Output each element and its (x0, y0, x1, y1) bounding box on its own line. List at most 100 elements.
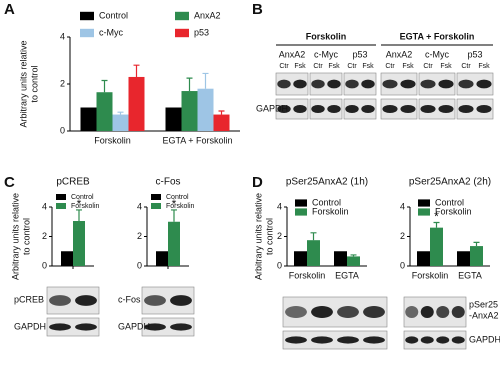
blot-band (327, 79, 341, 89)
blot (456, 72, 494, 96)
legend-label: Forskolin (312, 206, 349, 216)
legend-swatch (56, 194, 66, 200)
blot-band (451, 336, 465, 344)
blot-band (361, 105, 375, 113)
blot-band (75, 295, 97, 306)
bar (61, 251, 73, 266)
blot (418, 72, 456, 96)
bar (156, 251, 168, 266)
blot-band (400, 79, 416, 89)
x-tick-label: Forskolin (412, 270, 449, 280)
loading-label: GAPDH (469, 334, 500, 344)
legend-swatch (418, 208, 430, 216)
protein-label: c-Myc (314, 49, 338, 59)
error-bar (133, 64, 140, 77)
error-bar (310, 232, 317, 241)
y-axis-label: Arbitrary units relative (253, 193, 263, 280)
y-axis-label: to control (29, 65, 39, 102)
blot-band (75, 323, 97, 331)
x-tick-label: Forskolin (289, 270, 326, 280)
y-tick-label: 2 (60, 78, 65, 88)
blot (403, 330, 467, 350)
legend-label: Control (435, 197, 464, 207)
blot-band (311, 105, 325, 113)
blot (418, 98, 456, 120)
protein-label: AnxA2 (279, 49, 306, 59)
legend-swatch (80, 28, 94, 38)
error-bar (76, 209, 82, 222)
legend-swatch (175, 28, 189, 38)
blot-band (458, 105, 474, 113)
legend-label: Forskolin (435, 206, 472, 216)
blot-band (49, 323, 71, 331)
bar (197, 88, 214, 131)
legend-swatch (418, 199, 430, 207)
loading-label: GAPDH (118, 321, 150, 331)
significance-star: * (434, 210, 439, 224)
bar (168, 221, 180, 266)
blot-band (277, 105, 291, 113)
error-bar (218, 110, 225, 115)
y-tick-label: 2 (400, 231, 405, 241)
legend-label: Control (71, 194, 94, 201)
error-bar (473, 241, 480, 247)
bar (457, 251, 470, 266)
y-tick-label: 0 (42, 260, 47, 270)
blot (141, 317, 195, 337)
blot-band (363, 306, 385, 318)
y-tick-label: 0 (137, 260, 142, 270)
error-bar (186, 77, 193, 92)
legend-swatch (151, 203, 161, 209)
blot-band (451, 306, 465, 318)
chart-title: pCREB (56, 177, 90, 188)
bar (112, 114, 129, 131)
lane-label: Fsk (362, 63, 374, 70)
blot-band (293, 105, 307, 113)
blot (343, 98, 377, 120)
panel-letter: D (252, 174, 263, 191)
bar (181, 91, 198, 131)
chart-title: pSer25AnxA2 (1h) (286, 177, 368, 188)
legend-swatch (56, 203, 66, 209)
legend-swatch (295, 199, 307, 207)
legend-label: Forskolin (71, 203, 100, 210)
blot-band (345, 105, 359, 113)
x-tick-label: EGTA + Forskolin (162, 135, 232, 145)
blot-band (311, 336, 333, 344)
panel-letter: A (4, 1, 15, 18)
blot-band (382, 79, 398, 89)
bar (80, 107, 97, 131)
bar (470, 246, 483, 266)
blot-band (458, 79, 474, 89)
blot (380, 72, 418, 96)
bar (347, 256, 360, 266)
error-bar (117, 111, 124, 115)
blot-band (337, 306, 359, 318)
significance-star: * (77, 197, 82, 211)
blot-band (327, 105, 341, 113)
blot-band (144, 295, 166, 306)
blot-band (420, 306, 434, 318)
blot-band (363, 336, 385, 344)
blot-band (420, 105, 436, 113)
protein-label: p53 (467, 49, 482, 59)
blot-band (436, 336, 450, 344)
blot-band (436, 306, 450, 318)
y-tick-label: 0 (277, 260, 282, 270)
legend-swatch (295, 208, 307, 216)
blot (380, 98, 418, 120)
y-axis-label: Arbitrary units relative (18, 40, 28, 127)
significance-star: * (172, 197, 177, 211)
lane-label: Ctr (461, 63, 471, 70)
legend-label: p53 (194, 27, 209, 37)
legend-label: AnxA2 (194, 10, 221, 20)
blot-band (144, 323, 166, 331)
bar (417, 251, 430, 266)
bar (96, 92, 113, 131)
legend-swatch (151, 194, 161, 200)
blot-band (405, 306, 419, 318)
panel-letter: C (4, 174, 15, 191)
blot-band (285, 336, 307, 344)
y-tick-label: 0 (60, 125, 65, 135)
blot (275, 98, 309, 120)
